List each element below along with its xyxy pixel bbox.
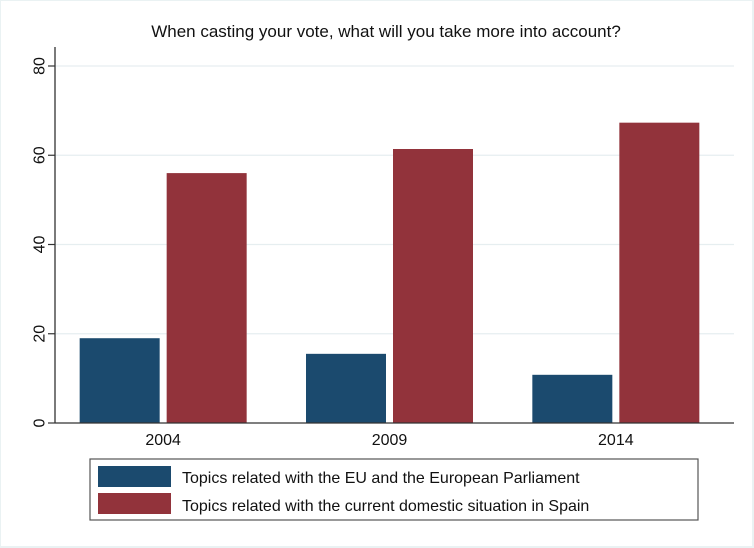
legend-label-eu: Topics related with the EU and the Europ…: [182, 470, 580, 487]
legend-swatch-spain: [98, 493, 171, 514]
legend-swatch-eu: [98, 466, 171, 487]
x-axis-ticks: 2004 2009 2014: [145, 432, 633, 449]
bars: [79, 122, 700, 423]
legend-label-spain: Topics related with the current domestic…: [182, 498, 589, 515]
bar-spain-2004: [166, 173, 247, 423]
x-tick-label: 2004: [145, 432, 181, 449]
legend: Topics related with the EU and the Europ…: [89, 458, 699, 521]
y-tick-label: 20: [32, 325, 49, 343]
bar-eu-2009: [306, 353, 386, 423]
x-tick-label: 2014: [598, 432, 634, 449]
y-tick-label: 80: [32, 57, 49, 75]
legend-box: [89, 458, 699, 521]
chart-title: When casting your vote, what will you ta…: [151, 22, 621, 41]
bar-spain-2014: [619, 122, 700, 423]
bar-eu-2004: [79, 338, 160, 423]
axes: [54, 47, 734, 424]
x-tick-label: 2009: [372, 432, 408, 449]
y-tick-label: 40: [32, 236, 49, 254]
bar-eu-2014: [532, 374, 613, 423]
y-tick-label: 0: [32, 418, 49, 427]
y-axis-ticks: 0 20 40 60 80: [32, 57, 55, 427]
y-tick-label: 60: [32, 146, 49, 164]
bar-spain-2009: [393, 149, 473, 423]
